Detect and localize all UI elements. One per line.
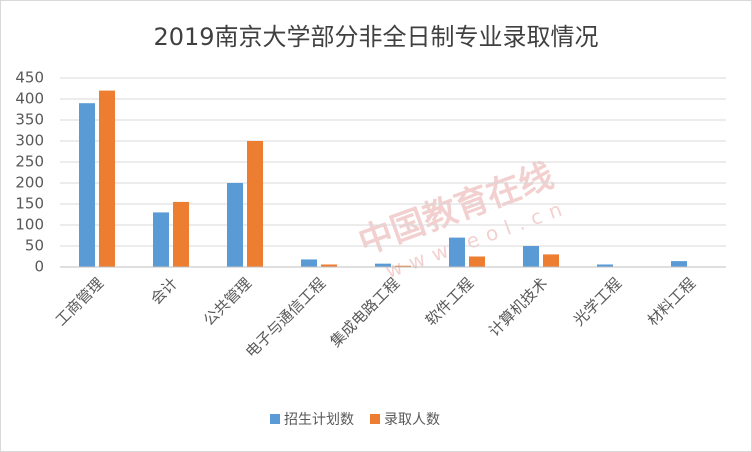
bar <box>247 141 263 267</box>
bar <box>99 90 115 267</box>
y-tick-label: 100 <box>15 216 44 234</box>
legend-swatch <box>370 414 380 424</box>
y-tick-label: 200 <box>15 174 44 192</box>
y-tick-label: 150 <box>15 195 44 213</box>
bar <box>597 264 613 267</box>
bar <box>79 103 95 267</box>
y-tick-label: 0 <box>34 258 44 276</box>
y-tick-label: 400 <box>15 90 44 108</box>
legend-swatch <box>270 414 280 424</box>
y-tick-label: 250 <box>15 153 44 171</box>
bar <box>227 183 243 267</box>
legend-label: 录取人数 <box>384 412 440 428</box>
bar <box>671 261 687 267</box>
chart-title: 2019南京大学部分非全日制专业录取情况 <box>153 23 598 51</box>
bar <box>301 259 317 267</box>
bar <box>395 265 411 267</box>
legend-label: 招生计划数 <box>284 412 354 428</box>
bar <box>449 237 465 267</box>
bar <box>173 201 189 267</box>
y-tick-label: 50 <box>25 237 44 255</box>
bar <box>523 246 539 267</box>
bar <box>321 264 337 267</box>
bar <box>469 256 485 267</box>
y-tick-label: 300 <box>15 132 44 150</box>
y-tick-label: 450 <box>15 69 44 87</box>
bar <box>543 254 559 267</box>
bar <box>153 212 169 267</box>
y-tick-label: 350 <box>15 111 44 129</box>
bar <box>375 263 391 267</box>
